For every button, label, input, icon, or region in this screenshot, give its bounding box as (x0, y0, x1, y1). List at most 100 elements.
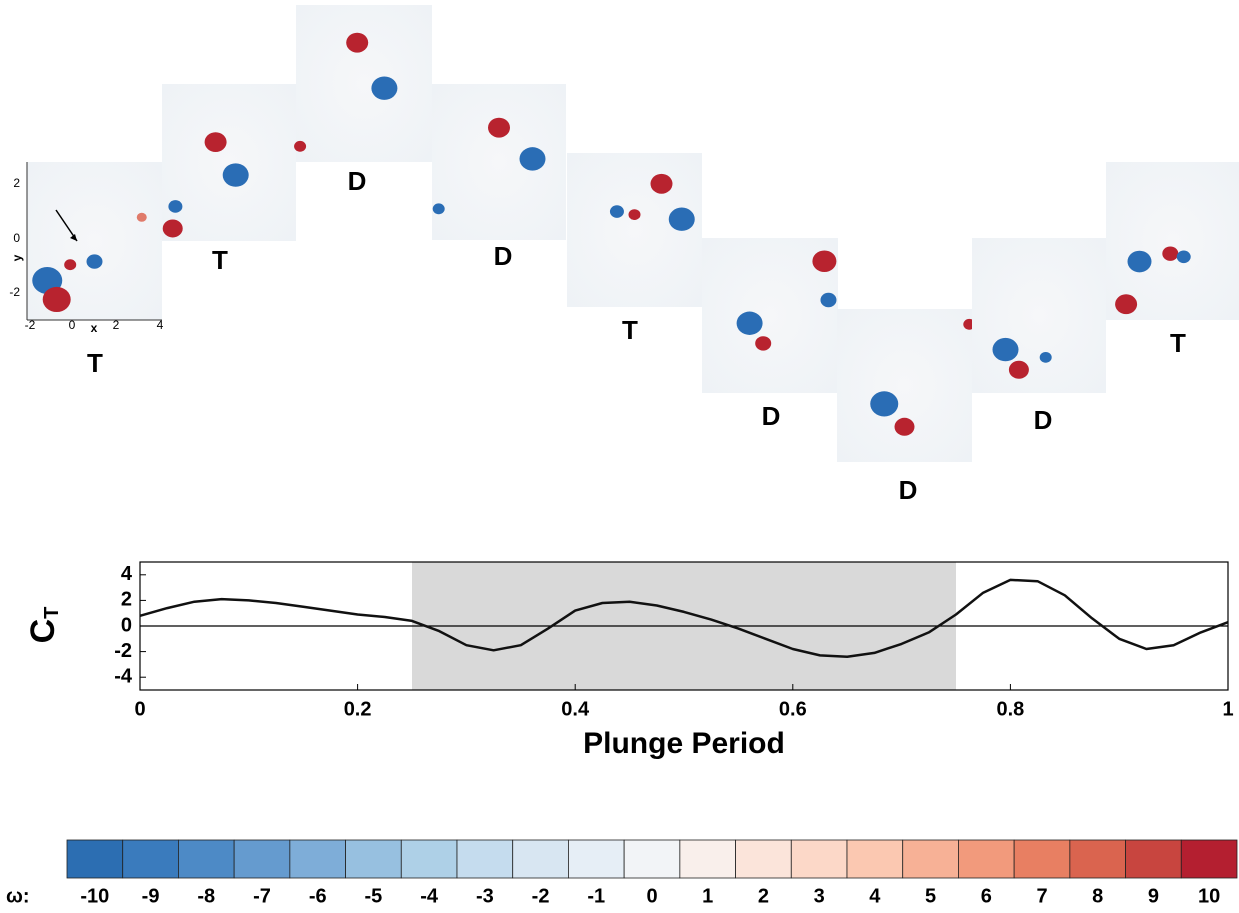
y-axis-label: CT (24, 607, 63, 644)
vortex (755, 336, 772, 351)
colorbar: -10 -9 -8 -7 -6 -5 -4 -3 -2 -1 0 1 2 3 4 5 6 7 8 9 10ω: (6, 839, 1238, 907)
panel-label: D (1034, 405, 1053, 435)
colorbar-segment (679, 839, 736, 879)
x-tick-label: 0.4 (561, 698, 590, 720)
colorbar-segment (1180, 839, 1238, 879)
colorbar-segment (568, 839, 625, 879)
x-tick-label: 0.8 (996, 698, 1024, 720)
colorbar-tick-label: -6 (309, 885, 327, 907)
panel-label: D (494, 241, 513, 271)
ct-chart: CT Plunge Period 420-2-40 0.2 0.4 0.6 0.8 1 (24, 561, 1234, 760)
colorbar-tick-label: -2 (532, 885, 550, 907)
colorbar-tick-label: -5 (365, 885, 383, 907)
y-tick-label: -2 (114, 640, 132, 662)
inset-x-tick: -2 (25, 318, 36, 332)
colorbar-segment (1013, 839, 1071, 879)
inset-x-tick: 2 (113, 318, 120, 332)
panel-image (162, 84, 296, 241)
y-tick-label: 4 (121, 563, 133, 585)
panel-image (1106, 162, 1239, 320)
colorbar-tick-label: 5 (925, 885, 936, 907)
vortex (1039, 351, 1052, 363)
colorbar-segment (345, 839, 402, 879)
vortex (870, 391, 899, 417)
plot-frame (139, 561, 1229, 691)
vortex (64, 259, 77, 271)
vortex (432, 203, 445, 215)
x-axis-label: Plunge Period (583, 727, 785, 760)
vortex (168, 200, 183, 213)
vortex (86, 254, 103, 269)
vortex (371, 76, 398, 100)
y-tick-label: -4 (114, 665, 133, 687)
panel-label: D (348, 166, 367, 196)
vortex (894, 417, 915, 436)
vortex (519, 147, 546, 171)
vortex (1162, 246, 1179, 261)
vortex (162, 219, 183, 238)
vortex (204, 132, 227, 152)
vortex (1008, 360, 1029, 379)
x-tick-label: 0.6 (779, 698, 807, 720)
vortex (222, 163, 249, 187)
colorbar-segment (233, 839, 291, 879)
inset-x-label: x (91, 321, 98, 335)
y-tick-label: 0 (121, 614, 132, 636)
vortex (1176, 250, 1191, 264)
vortex (736, 311, 763, 335)
colorbar-segment (66, 839, 124, 879)
colorbar-tick-label: -1 (587, 885, 605, 907)
colorbar-tick-label: -10 (80, 885, 109, 907)
vortex (820, 292, 837, 308)
y-axis-label-subscript: T (41, 607, 63, 619)
inset-y-tick: 0 (13, 231, 20, 245)
colorbar-tick-label: 10 (1198, 885, 1220, 907)
panel-label: D (899, 475, 918, 505)
colorbar-segment (400, 839, 458, 879)
colorbar-label: ω: (6, 885, 30, 907)
vortex (668, 207, 695, 231)
colorbar-tick-label: -9 (142, 885, 160, 907)
colorbar-tick-label: -4 (420, 885, 439, 907)
panel-image (296, 5, 432, 162)
vortex (1127, 250, 1152, 273)
vortex (628, 209, 641, 221)
ct-line (139, 578, 1229, 658)
vortex (136, 212, 147, 222)
colorbar-segment (1069, 839, 1126, 879)
vortex (650, 173, 673, 194)
vortex (346, 32, 369, 53)
panel-label: T (622, 315, 638, 345)
vortex (1115, 294, 1138, 315)
colorbar-segment (512, 839, 569, 879)
y-tick-label: 2 (121, 589, 132, 611)
colorbar-segment (846, 839, 904, 879)
colorbar-tick-label: 4 (869, 885, 881, 907)
inset-y-tick: 2 (13, 176, 20, 190)
y-axis-label-main: C (24, 619, 62, 644)
x-tick-label: 0 (134, 698, 145, 720)
colorbar-tick-label: -8 (197, 885, 215, 907)
colorbar-tick-label: 8 (1092, 885, 1103, 907)
colorbar-segment (178, 839, 235, 879)
colorbar-segment (623, 839, 681, 879)
vortex (992, 337, 1019, 362)
panel-image (837, 309, 972, 462)
colorbar-segment (958, 839, 1015, 879)
colorbar-segment (456, 839, 514, 879)
vortex (488, 117, 510, 138)
arrow-head (70, 234, 77, 241)
x-tick-label: 0.2 (344, 698, 372, 720)
colorbar-tick-label: 2 (758, 885, 769, 907)
panel-image (432, 84, 566, 240)
colorbar-segment (902, 839, 959, 879)
panel-label: T (87, 348, 103, 378)
colorbar-tick-label: 9 (1148, 885, 1159, 907)
panel-label: T (1170, 328, 1186, 358)
colorbar-segment (790, 839, 848, 879)
panel-label: T (212, 245, 228, 275)
colorbar-segment (1125, 839, 1182, 879)
inset-x-tick: 4 (157, 318, 164, 332)
panel-label: D (762, 401, 781, 431)
